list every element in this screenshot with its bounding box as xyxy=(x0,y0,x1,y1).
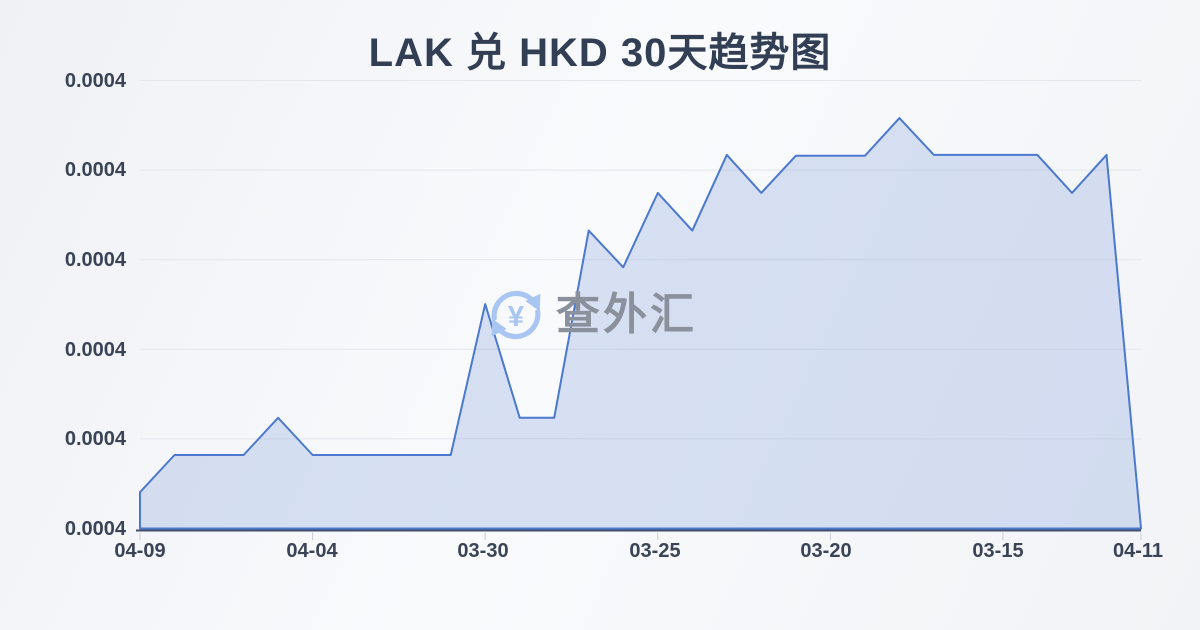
svg-text:¥: ¥ xyxy=(508,301,524,333)
x-tick-label: 04-04 xyxy=(286,540,338,562)
x-tick-label: 04-11 xyxy=(1112,540,1164,562)
x-tick-label: 03-15 xyxy=(972,540,1024,562)
currency-exchange-icon: ¥ xyxy=(491,290,541,340)
chart-title: LAK 兑 HKD 30天趋势图 xyxy=(368,31,832,75)
y-tick-label: 0.0004 xyxy=(64,339,126,361)
x-tick-label: 03-20 xyxy=(800,540,852,562)
y-tick-label: 0.0004 xyxy=(64,249,126,271)
x-tick-label: 04-09 xyxy=(114,540,166,562)
watermark: ¥ 查外汇 xyxy=(487,286,697,344)
y-tick-label: 0.0004 xyxy=(64,518,126,540)
x-tick-label: 03-25 xyxy=(629,540,681,562)
y-tick-label: 0.0004 xyxy=(64,159,126,181)
y-tick-label: 0.0004 xyxy=(64,428,126,450)
x-tick-label: 03-30 xyxy=(457,540,509,562)
y-tick-label: 0.0004 xyxy=(64,70,126,92)
watermark-text: 查外汇 xyxy=(556,290,697,339)
